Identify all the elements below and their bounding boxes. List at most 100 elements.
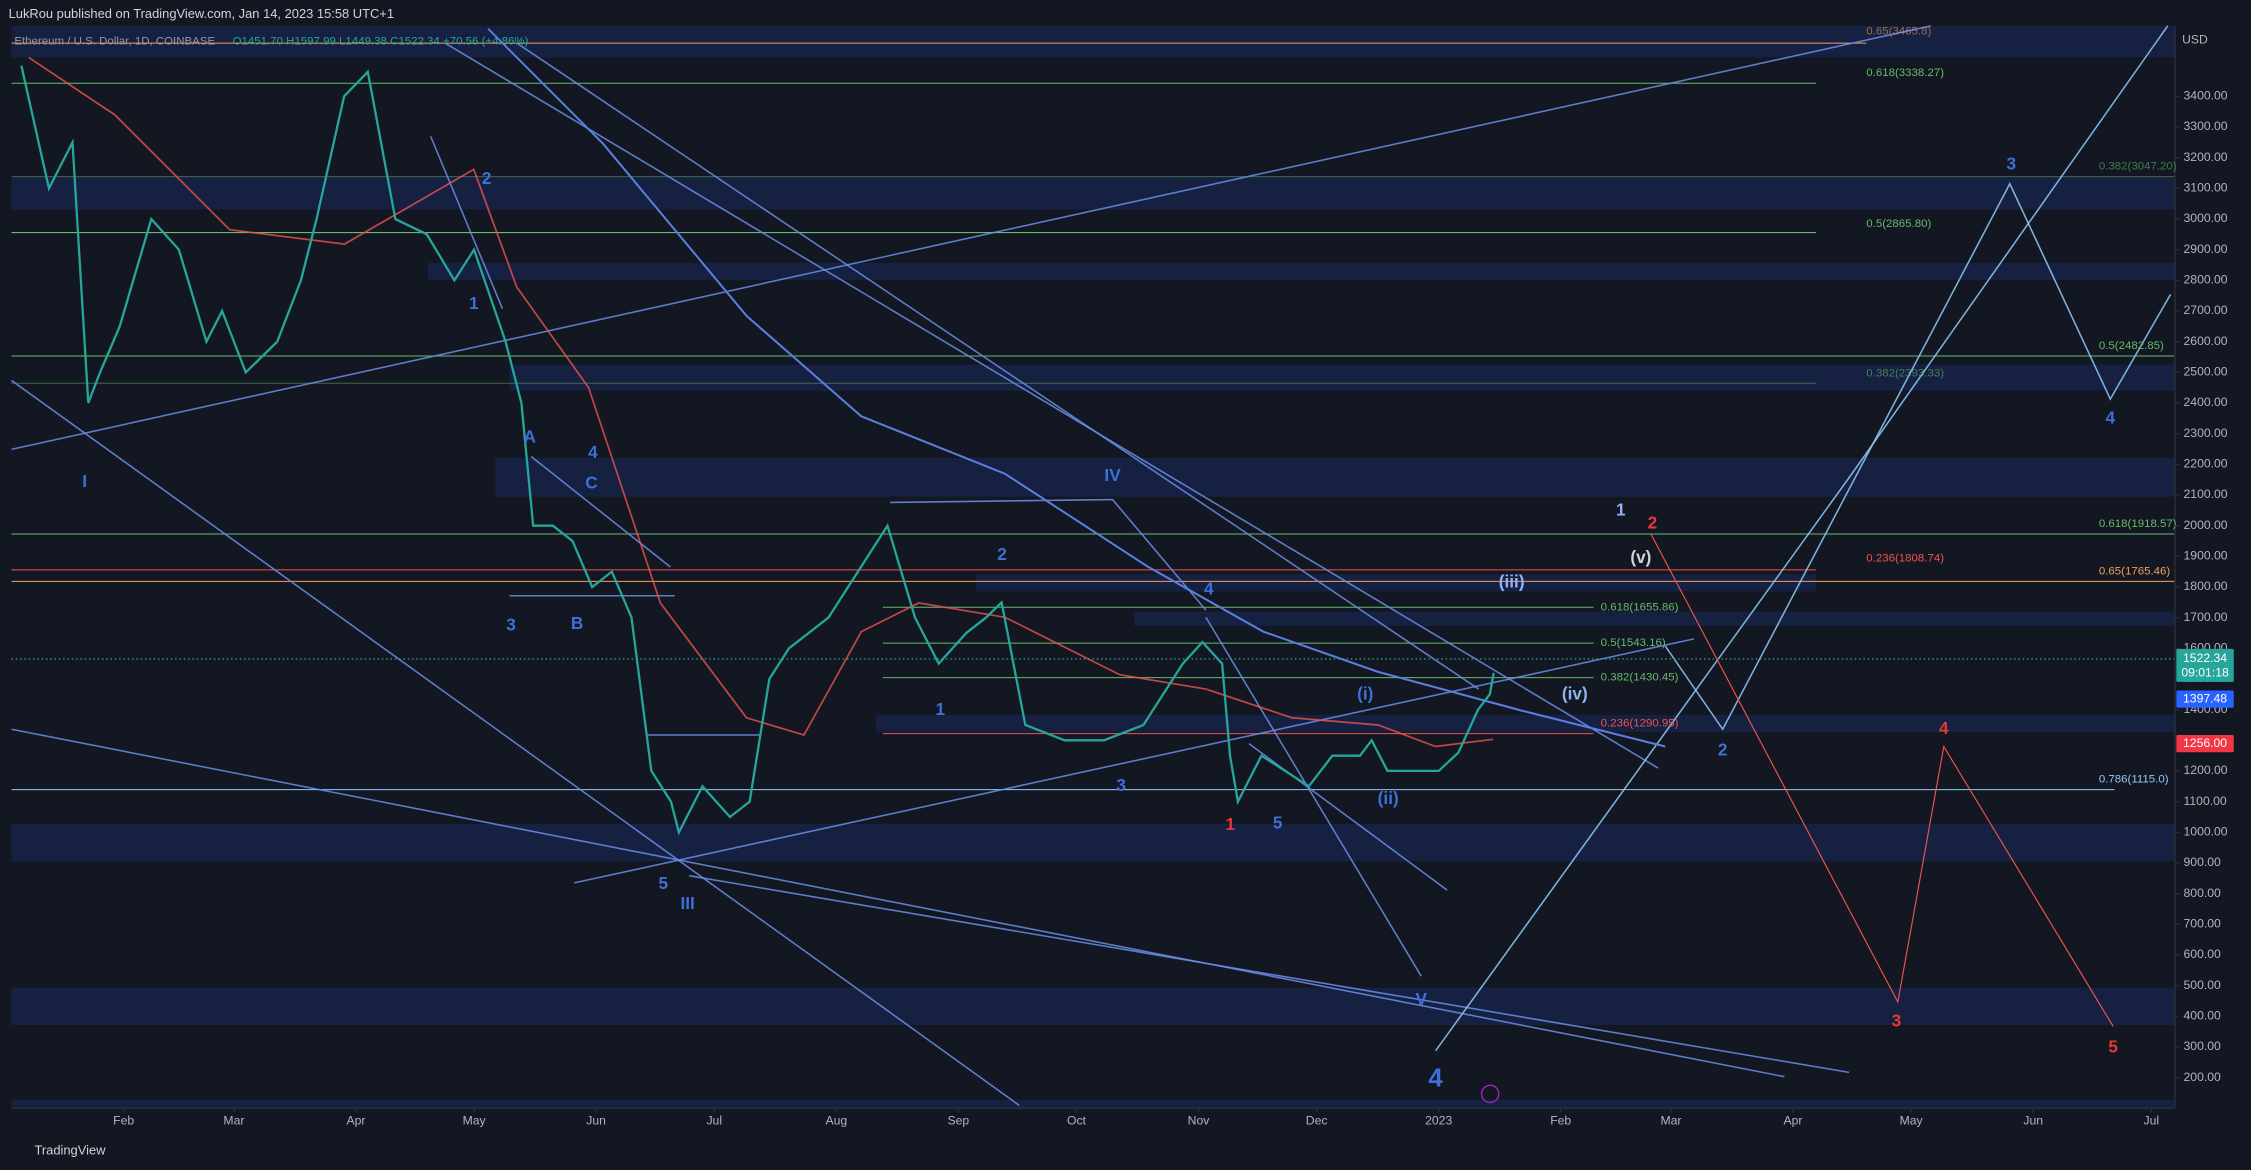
y-tick-label: 3200.00	[2184, 150, 2228, 164]
wave-label: C	[585, 472, 597, 492]
wave-label: IV	[1104, 465, 1121, 485]
wave-labels: I 2 1 A 4 C 3 B 5 III IV 2 1 4 3 1 5 (i)…	[82, 154, 2118, 1093]
wave-label: 4	[2106, 408, 2116, 428]
y-tick-label: 3100.00	[2184, 181, 2228, 195]
y-tick-label: 600.00	[2184, 947, 2221, 961]
x-tick-label: Oct	[1067, 1113, 1087, 1127]
wave-label: 1	[1616, 500, 1626, 520]
y-tick-label: 2200.00	[2184, 457, 2228, 471]
y-tick-label: 2000.00	[2184, 518, 2228, 532]
y-tick-label: 1800.00	[2184, 579, 2228, 593]
fib-label: 0.65(1765.46)	[2099, 565, 2171, 577]
x-tick-label: 2023	[1425, 1113, 1452, 1127]
y-tick-label: 800.00	[2184, 886, 2221, 900]
wave-label: 1	[469, 293, 479, 313]
y-tick-label: 2500.00	[2184, 365, 2228, 379]
ohlc: O1451.70 H1597.99 L1449.38 C1522.34 +70.…	[233, 36, 529, 48]
badge-countdown: 09:01:18	[2181, 666, 2229, 680]
y-tick-label: 3000.00	[2184, 211, 2228, 225]
x-tick-label: Jun	[2023, 1113, 2043, 1127]
y-tick-label: 2700.00	[2184, 303, 2228, 317]
y-tick-label: 1700.00	[2184, 610, 2228, 624]
fib-label: 0.382(2393.33)	[1866, 367, 1944, 379]
fib-label: 0.236(1808.74)	[1866, 552, 1944, 564]
x-tick-label: May	[1900, 1113, 1924, 1127]
wave-label: (v)	[1630, 547, 1651, 567]
zones	[11, 25, 2175, 1109]
wave-label: 2	[1648, 513, 1658, 533]
x-tick-label: Nov	[1188, 1113, 1211, 1127]
y-tick-label: 1900.00	[2184, 549, 2228, 563]
y-tick-label: 1200.00	[2184, 763, 2228, 777]
x-tick-label: May	[463, 1113, 487, 1127]
fib-label: 0.5(1543.16)	[1601, 637, 1666, 649]
y-tick-label: 3400.00	[2184, 89, 2228, 103]
x-tick-label: Sep	[948, 1113, 970, 1127]
wave-label: 4	[1428, 1064, 1443, 1092]
wave-label: A	[524, 426, 536, 446]
ma-blue	[487, 28, 1666, 748]
wave-label: 5	[1273, 813, 1283, 833]
projection-red	[1650, 533, 2114, 1027]
footer-bar	[0, 1134, 2251, 1170]
wave-label: 3	[506, 614, 516, 634]
fib-label: 0.382(1430.45)	[1601, 672, 1679, 684]
unit-label: USD	[2182, 32, 2208, 46]
x-tick-label: Jun	[586, 1113, 606, 1127]
x-tick-label: Feb	[113, 1113, 134, 1127]
ma-red	[28, 56, 1494, 748]
symbol: Ethereum / U.S. Dollar, 1D, COINBASE	[14, 36, 215, 48]
fib-label: 0.5(2482.85)	[2099, 340, 2164, 352]
price-badges: 1522.34 09:01:18 1397.48 1256.00	[2176, 648, 2234, 753]
badge-blue: 1397.48	[2183, 691, 2227, 705]
x-tick-label: Mar	[223, 1113, 244, 1127]
x-tick-label: Feb	[1550, 1113, 1571, 1127]
wave-label: V	[1415, 989, 1427, 1009]
y-tick-label: 2400.00	[2184, 395, 2228, 409]
fib-label: 0.618(1655.86)	[1601, 601, 1679, 613]
x-tick-label: Jul	[2143, 1113, 2159, 1127]
wave-label: (i)	[1357, 683, 1373, 703]
wave-label: 3	[1892, 1011, 1902, 1031]
y-tick-label: 400.00	[2184, 1008, 2221, 1022]
wave-label: 1	[936, 699, 946, 719]
publisher: LukRou published on TradingView.com, Jan…	[9, 6, 394, 21]
wave-label: (iii)	[1499, 571, 1525, 591]
wave-label: (iv)	[1562, 683, 1588, 703]
y-tick-label: 2600.00	[2184, 334, 2228, 348]
y-tick-label: 3300.00	[2184, 119, 2228, 133]
fib-label: 0.5(2865.80)	[1866, 218, 1931, 230]
wave-label: 4	[1939, 718, 1949, 738]
wave-label: I	[82, 471, 87, 491]
fib-label: 0.786(1115.0)	[2099, 774, 2169, 786]
wave-label: 2	[482, 168, 492, 188]
wave-label: 2	[997, 544, 1007, 564]
y-tick-label: 2800.00	[2184, 273, 2228, 287]
fib-label: 0.65(3465.8)	[1866, 26, 1931, 38]
x-tick-label: Apr	[346, 1113, 365, 1127]
wave-label: III	[680, 893, 694, 913]
y-tick-label: 2300.00	[2184, 426, 2228, 440]
wave-label: 1	[1226, 814, 1236, 834]
y-tick-label: 2900.00	[2184, 242, 2228, 256]
y-tick-label: 2100.00	[2184, 487, 2228, 501]
fib-lines	[11, 42, 2175, 791]
badge-last: 1522.34	[2183, 651, 2227, 665]
x-tick-label: Dec	[1306, 1113, 1328, 1127]
y-tick-label: 1100.00	[2184, 794, 2227, 808]
trendlines	[11, 25, 2172, 1107]
y-tick-label: 200.00	[2184, 1070, 2221, 1084]
wave-label: 3	[2006, 154, 2016, 174]
fib-label: 0.618(3338.27)	[1866, 67, 1944, 79]
fib-labels: 0.65(3465.8) 0.618(3338.27) 0.382(3047.2…	[1601, 26, 2177, 786]
y-tick-label: 500.00	[2184, 978, 2221, 992]
event-icon[interactable]	[1480, 1084, 1500, 1104]
y-tick-label: 300.00	[2184, 1039, 2221, 1053]
wave-label: 5	[658, 873, 668, 893]
wave-label: (ii)	[1378, 788, 1399, 808]
price-line	[20, 65, 1495, 836]
wave-label: B	[571, 613, 583, 633]
wave-label: 2	[1718, 739, 1728, 759]
